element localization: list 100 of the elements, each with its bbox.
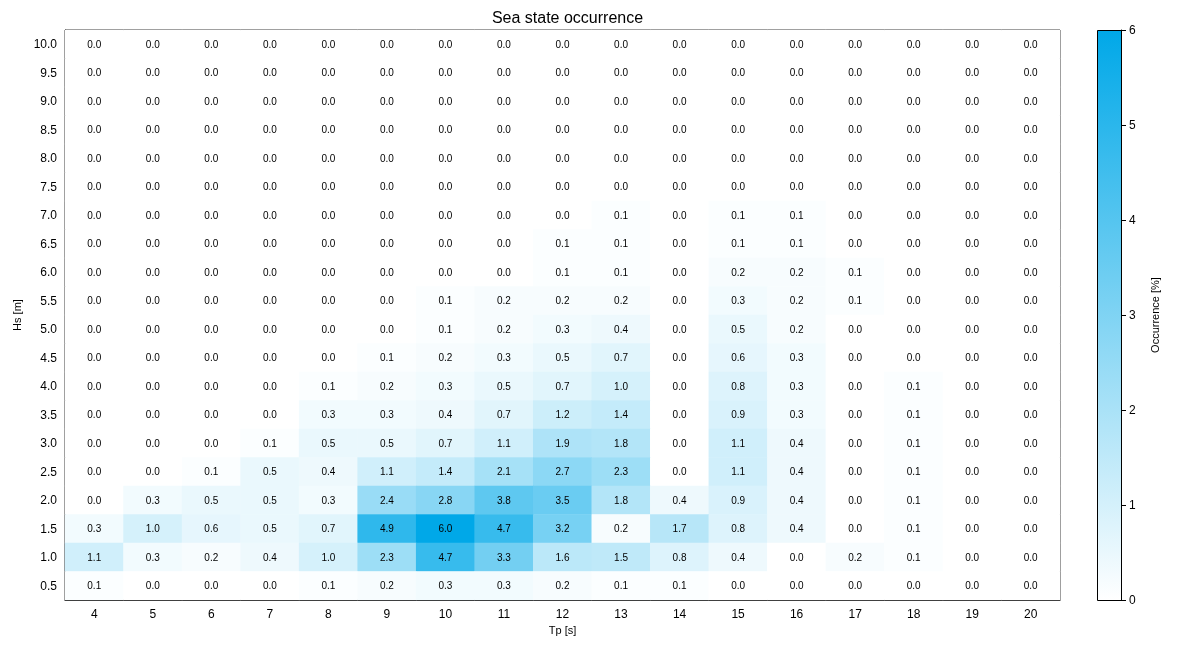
data-label: 2.8 <box>438 494 453 506</box>
data-label: 0.0 <box>672 209 687 221</box>
x-tick-label: 8 <box>325 607 333 621</box>
data-label: 0.0 <box>204 409 219 421</box>
data-label: 0.0 <box>379 124 395 136</box>
data-label: 0.0 <box>906 295 922 307</box>
data-label: 0.0 <box>379 181 395 193</box>
data-label: 0.0 <box>321 266 336 278</box>
y-tick-label: 6.5 <box>40 236 58 251</box>
y-tick-label: 3.5 <box>40 407 58 422</box>
data-label: 0.4 <box>789 466 804 478</box>
x-tick-label: 9 <box>383 607 391 621</box>
data-label: 0.0 <box>497 67 512 79</box>
data-label: 0.0 <box>672 266 687 278</box>
data-label: 6.0 <box>438 523 453 535</box>
data-label: 0.5 <box>262 494 278 506</box>
data-label: 0.0 <box>789 551 804 563</box>
data-label: 0.0 <box>672 152 687 164</box>
data-label: 0.5 <box>262 523 278 535</box>
data-label: 0.7 <box>614 352 629 364</box>
data-label: 0.0 <box>614 67 629 79</box>
data-label: 0.0 <box>379 266 395 278</box>
data-label: 0.0 <box>87 67 102 79</box>
y-tick-label: 1.0 <box>40 550 58 565</box>
data-label: 0.0 <box>262 323 278 335</box>
data-label: 0.0 <box>848 466 863 478</box>
data-label: 0.1 <box>906 380 922 392</box>
data-label: 0.4 <box>789 494 804 506</box>
data-label: 0.1 <box>848 295 863 307</box>
data-label: 2.1 <box>497 466 512 478</box>
data-label: 0.0 <box>789 152 804 164</box>
x-tick-label: 7 <box>266 607 274 621</box>
data-label: 0.0 <box>262 124 278 136</box>
x-tick-label: 4 <box>90 607 98 621</box>
data-label: 0.0 <box>379 67 395 79</box>
data-label: 0.0 <box>204 209 219 221</box>
data-label: 0.9 <box>731 409 746 421</box>
data-label: 0.0 <box>497 152 512 164</box>
data-label: 0.2 <box>497 323 512 335</box>
data-label: 0.3 <box>497 580 512 592</box>
data-label: 0.0 <box>731 580 746 592</box>
data-label: 0.4 <box>614 323 629 335</box>
data-label: 0.0 <box>145 209 161 221</box>
data-label: 1.0 <box>321 551 336 563</box>
data-label: 0.0 <box>87 295 102 307</box>
data-label: 0.1 <box>906 551 922 563</box>
data-label: 0.1 <box>906 409 922 421</box>
data-label: 1.1 <box>731 466 746 478</box>
data-label: 0.3 <box>789 352 804 364</box>
data-label: 0.4 <box>672 494 687 506</box>
data-label: 0.2 <box>204 551 219 563</box>
data-label: 0.0 <box>789 38 804 50</box>
data-label: 0.0 <box>1023 238 1039 250</box>
data-label: 0.0 <box>438 181 453 193</box>
data-label: 0.0 <box>731 181 746 193</box>
data-label: 0.0 <box>672 95 687 107</box>
data-label: 0.0 <box>555 38 570 50</box>
data-label: 0.0 <box>672 124 687 136</box>
data-label: 0.0 <box>906 181 922 193</box>
y-tick-label: 3.0 <box>40 436 58 451</box>
data-label: 1.1 <box>87 551 102 563</box>
data-label: 0.0 <box>906 209 922 221</box>
data-label: 1.4 <box>438 466 453 478</box>
data-label: 0.0 <box>145 266 161 278</box>
data-label: 0.1 <box>204 466 219 478</box>
x-tick-label: 5 <box>149 607 157 621</box>
data-label: 0.0 <box>262 380 278 392</box>
data-label: 0.0 <box>672 466 687 478</box>
data-label: 0.0 <box>965 580 980 592</box>
y-tick-label: 5.0 <box>40 322 58 337</box>
data-label: 0.0 <box>1023 181 1039 193</box>
data-label: 0.8 <box>731 380 746 392</box>
data-label: 2.7 <box>555 466 570 478</box>
data-label: 0.0 <box>497 95 512 107</box>
data-label: 0.2 <box>379 580 395 592</box>
data-label: 0.0 <box>379 209 395 221</box>
data-label: 0.3 <box>379 409 395 421</box>
data-label: 0.0 <box>145 152 161 164</box>
y-tick-label: 8.0 <box>40 151 58 166</box>
data-label: 0.4 <box>789 523 804 535</box>
data-label: 0.0 <box>614 124 629 136</box>
data-label: 0.0 <box>848 494 863 506</box>
data-label: 0.1 <box>614 238 629 250</box>
color-bar-label: 1 <box>1129 498 1136 512</box>
data-label: 0.0 <box>672 238 687 250</box>
data-label: 0.0 <box>87 209 102 221</box>
data-label: 0.0 <box>87 437 102 449</box>
y-tick-label: 7.0 <box>40 208 58 223</box>
color-bar-label: 4 <box>1129 213 1136 227</box>
data-label: 0.0 <box>906 323 922 335</box>
data-label: 0.0 <box>555 67 570 79</box>
data-label: 0.0 <box>379 295 395 307</box>
data-label: 0.3 <box>145 494 161 506</box>
data-label: 0.0 <box>965 238 980 250</box>
data-label: 0.2 <box>789 323 804 335</box>
data-label: 0.4 <box>438 409 453 421</box>
data-label: 0.0 <box>145 238 161 250</box>
data-label: 0.0 <box>848 323 863 335</box>
data-label: 0.0 <box>848 238 863 250</box>
data-label: 0.0 <box>497 38 512 50</box>
